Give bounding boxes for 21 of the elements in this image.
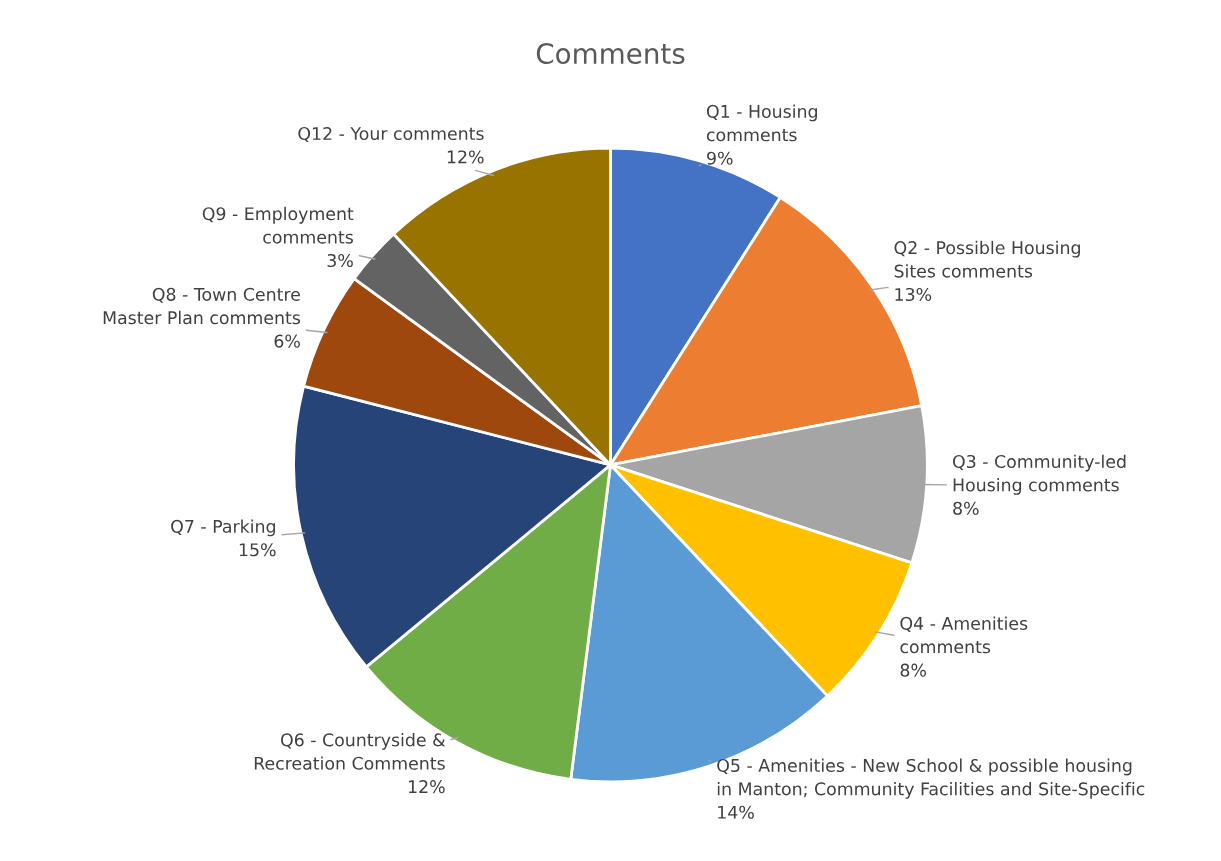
slice-label: Q9 - Employment comments — [202, 206, 354, 244]
slice-label: Q4 - Amenities comments — [900, 616, 1028, 654]
data-label: 13% — [895, 287, 932, 302]
data-label: 8% — [900, 663, 927, 677]
slice-label: Q1 - Housing comments — [706, 104, 817, 142]
slice-label: Q5 - Amenities - New School & possible housing in Manton; Community Facilities and Site-Specific — [717, 758, 1145, 799]
slice-label: Q8 - Town Centre Master Plan comments — [103, 287, 301, 325]
chart-title: Comments — [536, 43, 685, 65]
data-label: 15% — [239, 543, 276, 557]
data-label: 9% — [707, 151, 733, 165]
data-label: 8% — [953, 501, 979, 515]
slice-label: Q3 - Community-led Housing comments — [952, 454, 1126, 495]
data-label: 12% — [447, 150, 484, 164]
data-label: 12% — [408, 780, 445, 794]
data-label: 6% — [274, 334, 300, 348]
slice-label: Q2 - Possible Housing Sites comments — [894, 240, 1080, 278]
slice-label: Q6 - Countryside & Recreation Comments — [254, 733, 446, 770]
slice-label: Q7 - Parking — [171, 519, 275, 537]
data-label: 14% — [718, 805, 754, 819]
data-label: 3% — [327, 253, 353, 268]
slice-label: Q12 - Your comments — [298, 126, 484, 143]
